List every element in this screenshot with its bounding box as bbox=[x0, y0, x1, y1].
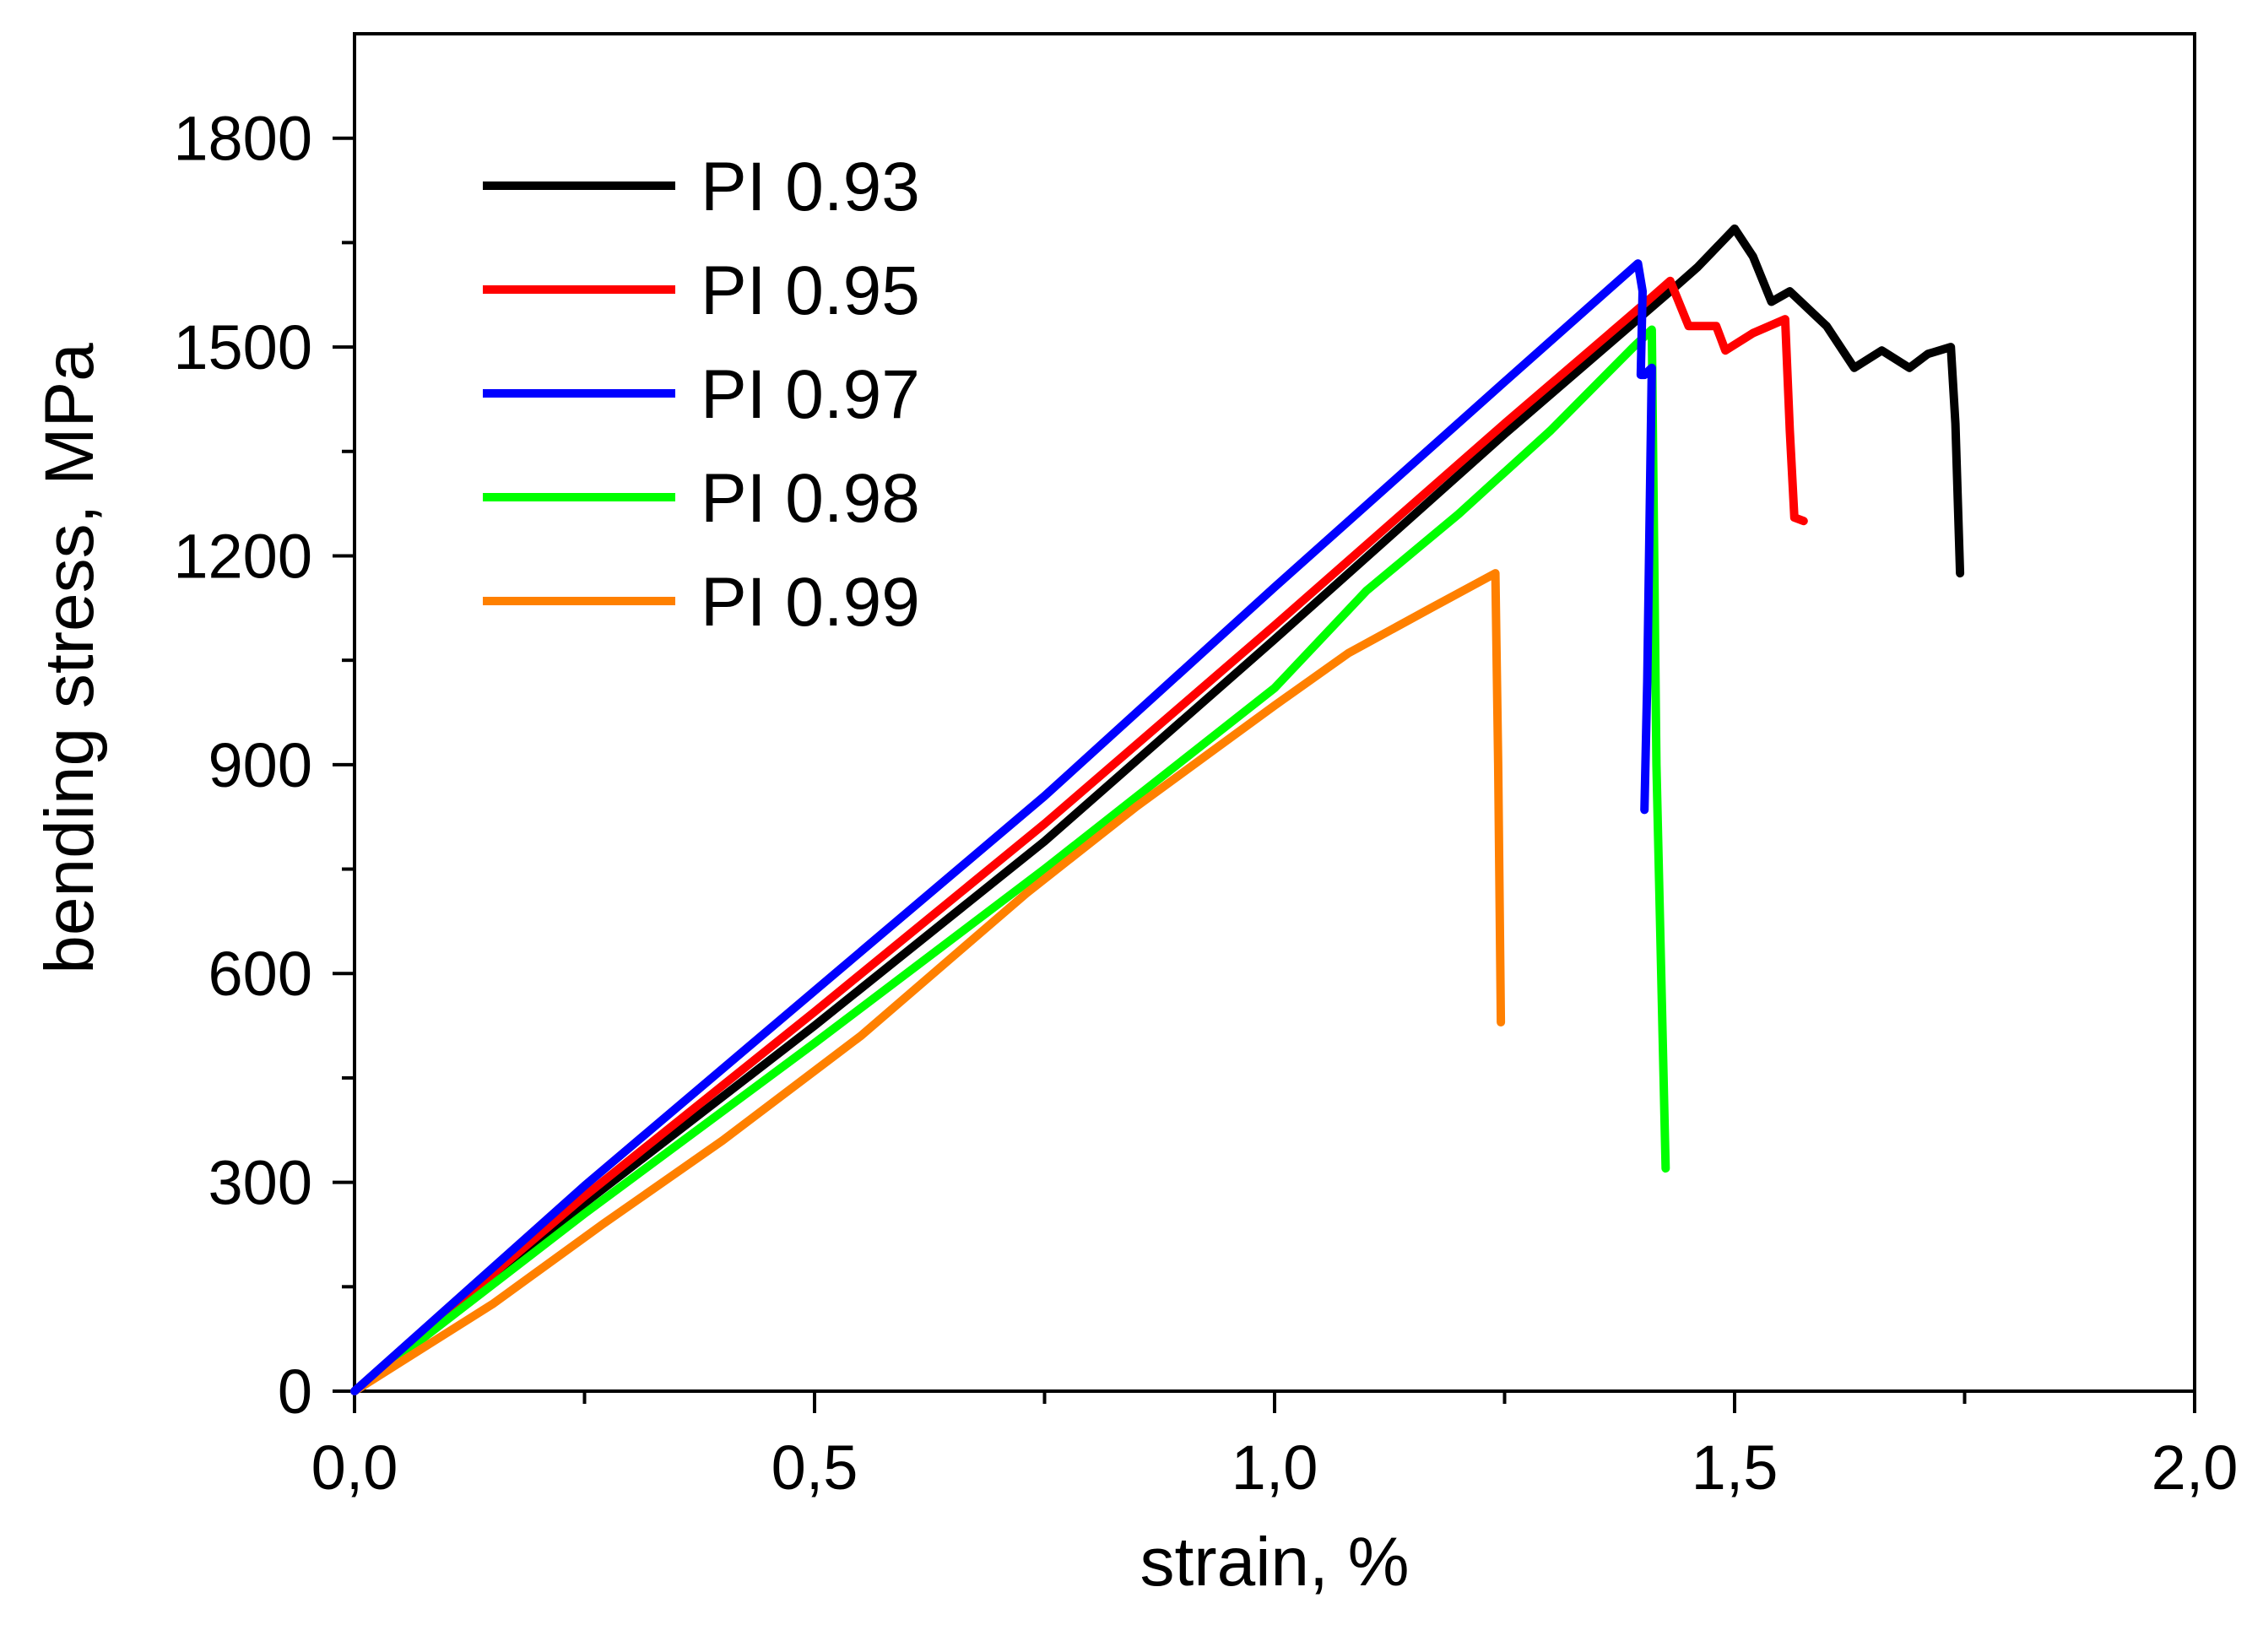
y-tick-label: 900 bbox=[208, 730, 312, 800]
series-line-pi-0-99 bbox=[350, 569, 1506, 1395]
legend-label: PI 0.93 bbox=[701, 149, 920, 225]
series-line-pi-0-95 bbox=[350, 276, 1808, 1395]
legend-label: PI 0.97 bbox=[701, 356, 920, 433]
x-axis-title: strain, % bbox=[1140, 1524, 1410, 1601]
y-tick-label: 1500 bbox=[173, 312, 312, 382]
plot-frame bbox=[353, 32, 2196, 1393]
plot-frame-layer bbox=[353, 32, 2196, 1393]
y-tick-label: 1200 bbox=[173, 521, 312, 591]
x-tick-label: 0,5 bbox=[771, 1433, 858, 1503]
x-tick-label: 2,0 bbox=[2152, 1433, 2239, 1503]
x-tick-label: 1,5 bbox=[1692, 1433, 1778, 1503]
series-line-pi-0-93 bbox=[350, 224, 1965, 1395]
legend-label: PI 0.99 bbox=[701, 564, 920, 641]
series-line-pi-0-97 bbox=[350, 259, 1656, 1395]
series-layer bbox=[350, 224, 1965, 1395]
y-tick-label: 300 bbox=[208, 1148, 312, 1218]
legend: PI 0.93 PI 0.95 PI 0.97 PI 0.98 PI 0.99 bbox=[483, 149, 920, 641]
y-axis-title: bending stress, MPa bbox=[31, 343, 108, 974]
ticks-layer: 0,0 0,5 1,0 1,5 2,0 0 300 600 900 1200 1500 1800 bbox=[173, 104, 2238, 1503]
y-tick-label: 600 bbox=[208, 939, 312, 1009]
x-tick-label: 1,0 bbox=[1232, 1433, 1318, 1503]
legend-label: PI 0.98 bbox=[701, 460, 920, 537]
legend-label: PI 0.95 bbox=[701, 252, 920, 329]
x-tick-label: 0,0 bbox=[311, 1433, 398, 1503]
y-tick-label: 0 bbox=[278, 1357, 312, 1427]
y-tick-label: 1800 bbox=[173, 104, 312, 174]
